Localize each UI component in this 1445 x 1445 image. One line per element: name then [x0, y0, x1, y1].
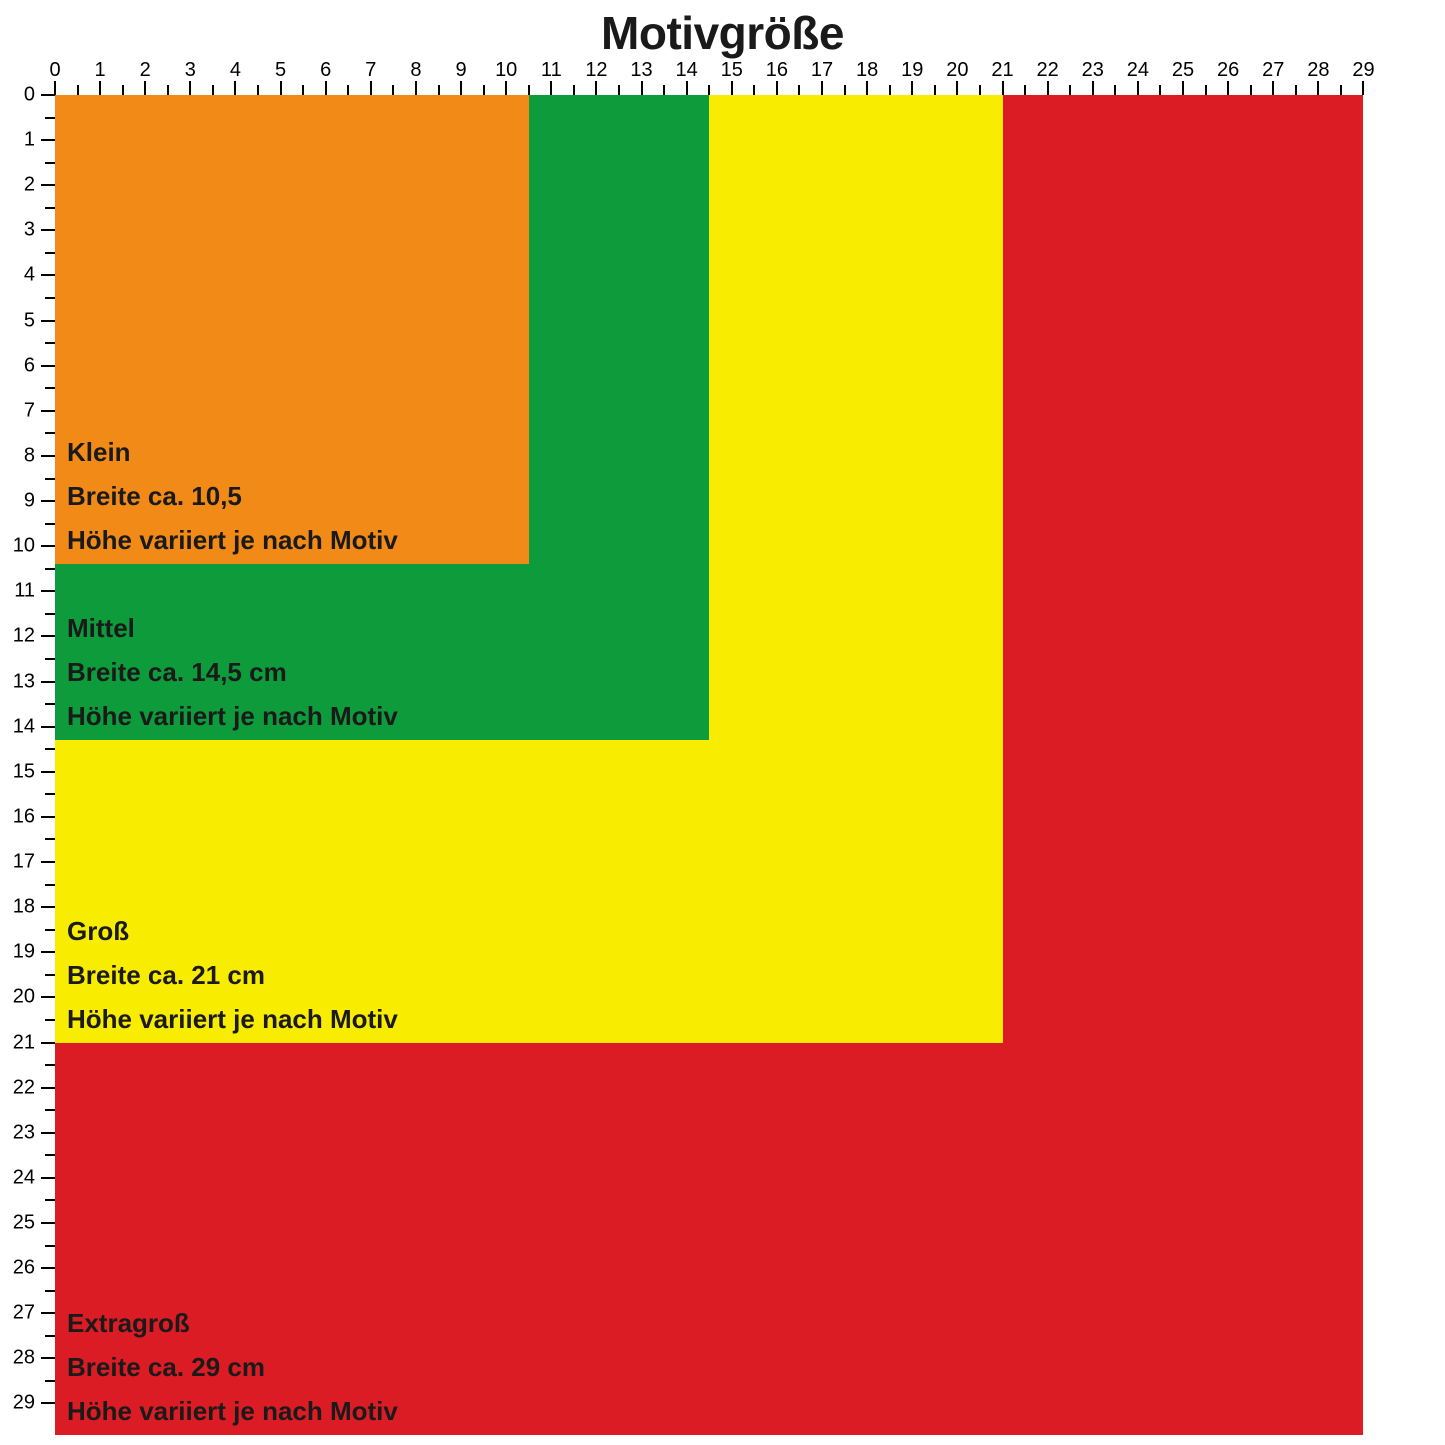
ruler-left-label: 2: [5, 174, 35, 197]
size-chart: 0123456789101112131415161718192021222324…: [55, 95, 1395, 1435]
ruler-left-label: 26: [5, 1257, 35, 1280]
ruler-top-label: 4: [230, 59, 241, 82]
ruler-top-label: 21: [991, 59, 1013, 82]
size-label-mittel: MittelBreite ca. 14,5 cmHöhe variiert je…: [67, 606, 398, 738]
size-label-klein: KleinBreite ca. 10,5Höhe variiert je nac…: [67, 430, 398, 562]
ruler-left-label: 11: [5, 580, 35, 603]
ruler-left-label: 24: [5, 1166, 35, 1189]
ruler-left-label: 3: [5, 219, 35, 242]
ruler-top-label: 8: [410, 59, 421, 82]
ruler-top-label: 29: [1352, 59, 1374, 82]
ruler-left-label: 18: [5, 896, 35, 919]
ruler-left-label: 8: [5, 444, 35, 467]
ruler-horizontal: 0123456789101112131415161718192021222324…: [55, 45, 1395, 95]
ruler-top-label: 15: [721, 59, 743, 82]
ruler-left-label: 16: [5, 805, 35, 828]
ruler-top-label: 19: [901, 59, 923, 82]
ruler-left-label: 19: [5, 941, 35, 964]
ruler-top-label: 27: [1262, 59, 1284, 82]
ruler-top-label: 16: [766, 59, 788, 82]
size-label-gross: GroßBreite ca. 21 cmHöhe variiert je nac…: [67, 909, 398, 1041]
ruler-left-label: 13: [5, 670, 35, 693]
ruler-top-label: 23: [1082, 59, 1104, 82]
ruler-top-label: 14: [676, 59, 698, 82]
ruler-top-label: 10: [495, 59, 517, 82]
ruler-vertical: 0123456789101112131415161718192021222324…: [5, 95, 55, 1435]
ruler-left-label: 27: [5, 1302, 35, 1325]
ruler-top-label: 17: [811, 59, 833, 82]
ruler-top-label: 18: [856, 59, 878, 82]
ruler-left-label: 17: [5, 851, 35, 874]
ruler-top-label: 13: [630, 59, 652, 82]
ruler-left-label: 7: [5, 399, 35, 422]
ruler-left-label: 1: [5, 129, 35, 152]
ruler-top-label: 3: [185, 59, 196, 82]
ruler-top-label: 2: [140, 59, 151, 82]
ruler-left-label: 22: [5, 1076, 35, 1099]
ruler-top-label: 9: [456, 59, 467, 82]
ruler-top-label: 6: [320, 59, 331, 82]
size-label-extragross: ExtragroßBreite ca. 29 cmHöhe variiert j…: [67, 1301, 398, 1433]
ruler-left-label: 20: [5, 986, 35, 1009]
ruler-left-label: 15: [5, 760, 35, 783]
ruler-left-label: 12: [5, 625, 35, 648]
ruler-top-label: 0: [49, 59, 60, 82]
ruler-top-label: 12: [585, 59, 607, 82]
ruler-top-label: 26: [1217, 59, 1239, 82]
ruler-left-label: 23: [5, 1121, 35, 1144]
ruler-left-label: 14: [5, 715, 35, 738]
ruler-left-label: 9: [5, 490, 35, 513]
ruler-left-label: 29: [5, 1392, 35, 1415]
ruler-top-label: 11: [541, 59, 562, 82]
ruler-left-label: 0: [5, 84, 35, 107]
ruler-top-label: 20: [946, 59, 968, 82]
ruler-top-label: 5: [275, 59, 286, 82]
ruler-left-label: 25: [5, 1212, 35, 1235]
ruler-left-label: 4: [5, 264, 35, 287]
ruler-left-label: 5: [5, 309, 35, 332]
ruler-top-label: 28: [1307, 59, 1329, 82]
ruler-left-label: 10: [5, 535, 35, 558]
ruler-top-label: 22: [1037, 59, 1059, 82]
ruler-top-label: 25: [1172, 59, 1194, 82]
ruler-top-label: 1: [95, 59, 106, 82]
ruler-left-label: 21: [5, 1031, 35, 1054]
ruler-left-label: 28: [5, 1347, 35, 1370]
ruler-top-label: 7: [365, 59, 376, 82]
ruler-top-label: 24: [1127, 59, 1149, 82]
ruler-left-label: 6: [5, 354, 35, 377]
